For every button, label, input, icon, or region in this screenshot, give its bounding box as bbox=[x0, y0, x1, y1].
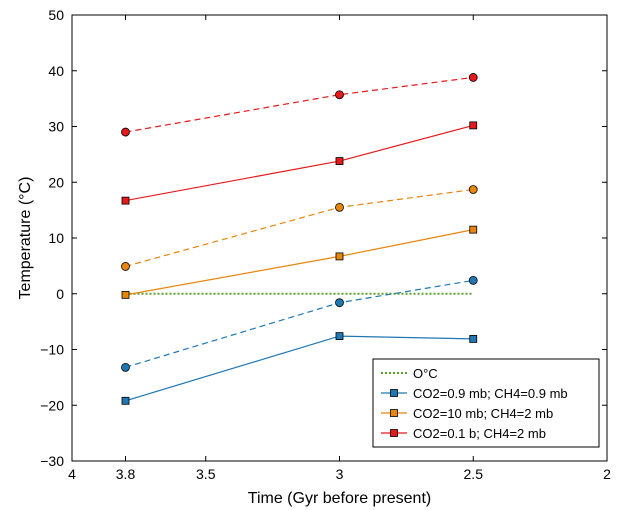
data-point bbox=[121, 396, 130, 405]
x-tick-label: 3.5 bbox=[196, 466, 216, 482]
series-3 bbox=[121, 121, 478, 205]
data-point bbox=[335, 157, 344, 165]
data-point bbox=[469, 335, 478, 343]
legend-entry: CO2=10 mb; CH4=2 mb bbox=[381, 406, 553, 421]
series-1 bbox=[121, 332, 478, 405]
series-layer bbox=[121, 73, 478, 405]
legend-marker bbox=[390, 389, 398, 397]
data-point bbox=[335, 252, 344, 261]
y-tick-label: 0 bbox=[56, 286, 64, 302]
data-point bbox=[121, 262, 130, 271]
series-line bbox=[125, 76, 474, 133]
legend-entry: O°C bbox=[381, 366, 438, 381]
data-point bbox=[468, 185, 478, 194]
x-tick-label: 2 bbox=[603, 466, 611, 482]
y-tick-label: 20 bbox=[48, 174, 64, 190]
data-point bbox=[121, 362, 130, 372]
legend-label: CO2=0.1 b; CH4=2 mb bbox=[413, 426, 546, 441]
legend-box bbox=[372, 358, 600, 448]
x-tick-label: 3.8 bbox=[116, 466, 136, 482]
data-point bbox=[335, 298, 344, 308]
data-point bbox=[121, 290, 130, 299]
series-6 bbox=[121, 73, 478, 137]
legend-label: CO2=10 mb; CH4=2 mb bbox=[413, 406, 553, 421]
data-point bbox=[335, 90, 344, 100]
y-tick-label: 50 bbox=[48, 7, 64, 23]
data-point bbox=[121, 196, 130, 205]
data-point bbox=[335, 332, 344, 341]
y-tick-label: −30 bbox=[40, 453, 64, 469]
y-tick-label: 30 bbox=[48, 119, 64, 135]
y-tick-label: 40 bbox=[48, 63, 64, 79]
legend: O°C CO2=0.9 mb; CH4=0.9 mb CO2=10 mb; CH4=… bbox=[372, 358, 600, 448]
y-tick-label: −20 bbox=[40, 397, 64, 413]
y-axis-label: Temperature (°C) bbox=[17, 177, 34, 300]
series-4 bbox=[121, 275, 478, 372]
legend-marker bbox=[390, 409, 398, 417]
legend-label: O°C bbox=[413, 366, 438, 381]
y-tick-label: −10 bbox=[40, 342, 64, 358]
legend-entry: CO2=0.9 mb; CH4=0.9 mb bbox=[381, 386, 568, 401]
x-tick-label: 2.5 bbox=[464, 466, 484, 482]
x-axis-label: Time (Gyr before present) bbox=[248, 490, 431, 507]
y-tick-label: 10 bbox=[48, 230, 64, 246]
legend-entry: CO2=0.1 b; CH4=2 mb bbox=[381, 426, 546, 441]
data-point bbox=[469, 225, 478, 234]
x-tick-label: 4 bbox=[68, 466, 76, 482]
series-2 bbox=[121, 225, 478, 299]
data-point bbox=[335, 202, 344, 212]
axis-ticks: 4 3.8 3.5 3 2.5 2 −30 −20 −10 0 10 20 30 40 50 bbox=[40, 7, 611, 482]
legend-label: CO2=0.9 mb; CH4=0.9 mb bbox=[413, 386, 568, 401]
data-point bbox=[468, 73, 478, 82]
data-point bbox=[469, 121, 478, 130]
legend-marker bbox=[390, 429, 398, 437]
data-point bbox=[468, 275, 478, 285]
data-point bbox=[121, 127, 130, 137]
series-5 bbox=[121, 185, 478, 271]
x-tick-label: 3 bbox=[336, 466, 344, 482]
